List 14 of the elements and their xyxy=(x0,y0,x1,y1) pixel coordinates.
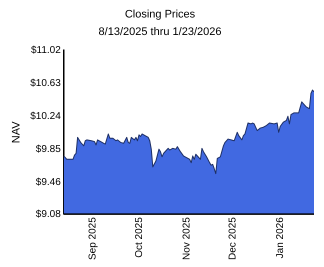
x-tick-label: Jan 2026 xyxy=(274,216,286,258)
y-tick-label: $9.46 xyxy=(36,176,62,188)
x-tick-label: Nov 2025 xyxy=(181,216,192,260)
x-tick-label: Sep 2025 xyxy=(88,216,99,260)
y-axis-title: NAV xyxy=(10,120,23,144)
x-tick-label: Oct 2025 xyxy=(134,216,145,258)
x-tick-label: Dec 2025 xyxy=(227,216,238,260)
y-tick-label: $9.85 xyxy=(36,144,62,155)
y-tick-label: $10.24 xyxy=(30,111,62,122)
chart-subtitle: 8/13/2025 thru 1/23/2026 xyxy=(98,26,222,38)
y-tick-label: $11.02 xyxy=(30,45,62,56)
y-tick-label: $10.63 xyxy=(30,78,62,90)
chart-title: Closing Prices xyxy=(124,8,196,21)
y-tick-label: $9.08 xyxy=(36,208,62,220)
